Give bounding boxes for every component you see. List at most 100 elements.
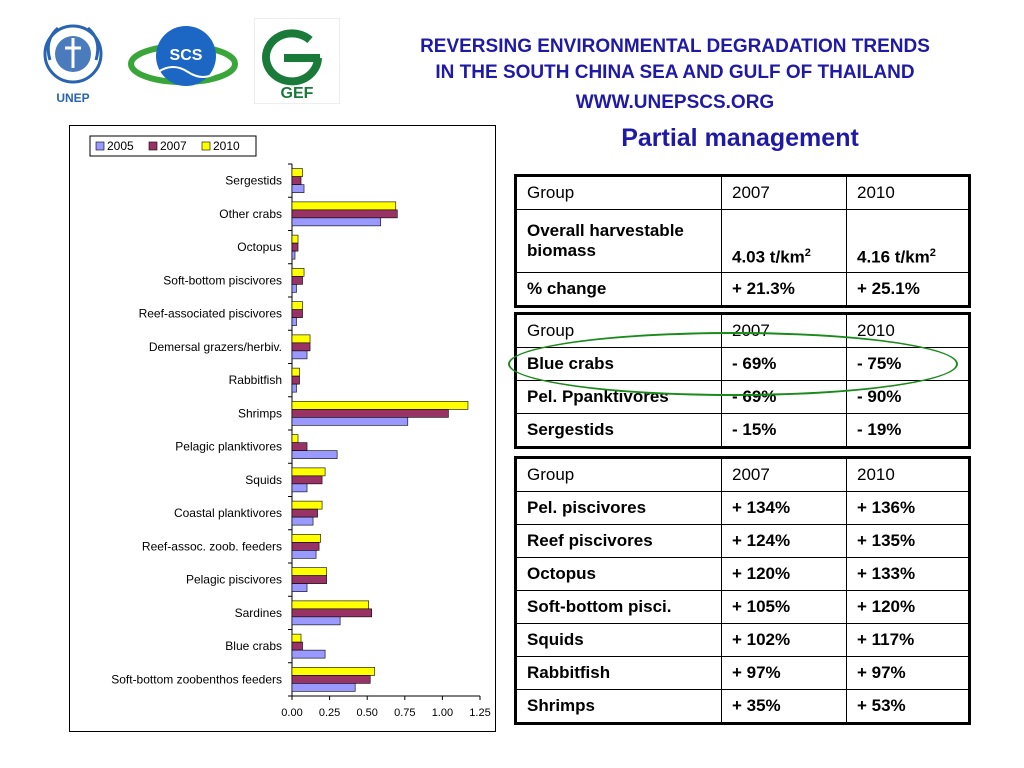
table-cell: 4.16 t/km2: [846, 209, 970, 273]
table-cell: + 135%: [846, 524, 970, 558]
bar-2010: [291, 534, 321, 543]
table-cell: Overall harvestable biomass: [515, 209, 722, 273]
category-label: Demersal grazers/herbiv.: [149, 340, 282, 354]
x-tick-label: 1.00: [432, 707, 453, 719]
table-cell: Squids: [515, 623, 722, 657]
bar-2005: [291, 683, 356, 692]
bar-2007: [291, 442, 308, 451]
bar-2005: [291, 217, 382, 227]
table-cell: + 133%: [846, 557, 970, 591]
table-cell: 4.03 t/km2: [721, 209, 847, 273]
table-cell: + 124%: [721, 524, 847, 558]
bar-2005: [291, 616, 341, 626]
bar-2005: [291, 383, 297, 393]
bar-2007: [291, 475, 323, 485]
table-cell: 2007: [721, 457, 847, 492]
bar-2005: [291, 317, 297, 326]
bar-2005: [291, 250, 296, 260]
category-label: Reef-associated piscivores: [139, 307, 282, 321]
bar-2005: [291, 649, 326, 659]
legend-label-2007: 2007: [160, 139, 187, 153]
bar-2010: [291, 401, 469, 410]
bar-2007: [291, 176, 302, 185]
table-cell: - 90%: [846, 380, 970, 414]
table-cell: + 120%: [846, 590, 970, 624]
legend-label-2010: 2010: [213, 139, 240, 153]
x-tick-label: 0.50: [356, 707, 377, 719]
table-cell: + 120%: [721, 557, 847, 591]
legend-label-2005: 2005: [107, 139, 134, 153]
cell-value: 4.03 t/km: [732, 248, 805, 267]
category-label: Blue crabs: [225, 639, 282, 653]
table-cell: Shrimps: [515, 689, 722, 724]
bar-2007: [291, 242, 299, 252]
table-row: Reef piscivores + 124% + 135%: [515, 524, 970, 558]
header-title-line-1: REVERSING ENVIRONMENTAL DEGRADATION TREN…: [420, 36, 930, 57]
increase-table: Group 2007 2010 Pel. piscivores + 134% +…: [514, 456, 971, 725]
table-cell: Group: [515, 175, 722, 210]
bar-2007: [291, 375, 300, 385]
table-cell: Octopus: [515, 557, 722, 591]
table-header-row: Group 2007 2010: [515, 175, 970, 210]
table-cell: + 97%: [846, 656, 970, 690]
bar-2010: [291, 367, 300, 377]
unep-logo: UNEP: [43, 24, 103, 105]
table-row: Shrimps + 35% + 53%: [515, 689, 970, 724]
bar-2005: [291, 583, 308, 592]
bar-2005: [291, 450, 338, 459]
table-cell: Rabbitfish: [515, 656, 722, 690]
category-label: Sergestids: [225, 174, 282, 188]
unep-label: UNEP: [56, 91, 89, 105]
x-tick-label: 0.00: [281, 707, 302, 719]
bar-2005: [291, 516, 314, 526]
scs-logo: SCS: [128, 26, 238, 86]
bar-2010: [291, 667, 376, 676]
table-cell: + 117%: [846, 623, 970, 657]
bar-2007: [291, 409, 449, 418]
x-tick-label: 1.25: [469, 707, 490, 719]
table-cell: Group: [515, 457, 722, 492]
bar-2010: [291, 633, 302, 643]
table-row: % change + 21.3% + 25.1%: [515, 272, 970, 307]
bar-2005: [291, 350, 308, 360]
table-cell: + 21.3%: [721, 272, 847, 307]
x-tick-label: 0.75: [394, 707, 415, 719]
category-label: Reef-assoc. zoob. feeders: [142, 539, 282, 553]
bar-2010: [291, 600, 370, 610]
page-subtitle: Partial management: [621, 124, 859, 152]
scs-label: SCS: [170, 47, 203, 64]
table-cell: + 105%: [721, 590, 847, 624]
category-label: Soft-bottom piscivores: [163, 273, 282, 287]
bar-2005: [291, 417, 409, 426]
table-cell: % change: [515, 272, 722, 307]
table-row: Squids + 102% + 117%: [515, 623, 970, 657]
bar-2005: [291, 550, 317, 559]
overall-biomass-table: Group 2007 2010 Overall harvestable biom…: [514, 174, 971, 308]
bar-2005: [291, 483, 308, 493]
table-cell: - 19%: [846, 413, 970, 448]
table-cell: + 97%: [721, 656, 847, 690]
legend-box: [89, 135, 257, 157]
legend-swatch-2010: [201, 141, 211, 151]
bar-2010: [291, 301, 303, 310]
table-row: Sergestids - 15% - 19%: [515, 413, 970, 448]
table-cell: Pel. piscivores: [515, 491, 722, 525]
category-label: Octopus: [237, 240, 282, 254]
bar-2007: [291, 675, 371, 684]
bar-2007: [291, 209, 398, 219]
chart-svg: Sergestids Other crabs Octopus Soft-bottom …: [89, 135, 491, 719]
legend-swatch-2005: [95, 141, 105, 151]
table-cell: 2007: [721, 175, 847, 210]
bar-2007: [291, 309, 303, 318]
header-website: WWW.UNEPSCS.ORG: [575, 92, 775, 113]
table-cell: + 53%: [846, 689, 970, 724]
table-header-row: Group 2007 2010: [515, 457, 970, 492]
table-cell: 2010: [846, 175, 970, 210]
table-row: Soft-bottom pisci. + 105% + 120%: [515, 590, 970, 624]
table-cell: 2010: [846, 457, 970, 492]
bar-2007: [291, 542, 320, 551]
category-label: Soft-bottom zoobenthos feeders: [111, 672, 282, 686]
category-label: Squids: [245, 473, 282, 487]
bar-2007: [291, 508, 318, 518]
biomass-bar-chart: Sergestids Other crabs Octopus Soft-bottom …: [69, 125, 496, 732]
